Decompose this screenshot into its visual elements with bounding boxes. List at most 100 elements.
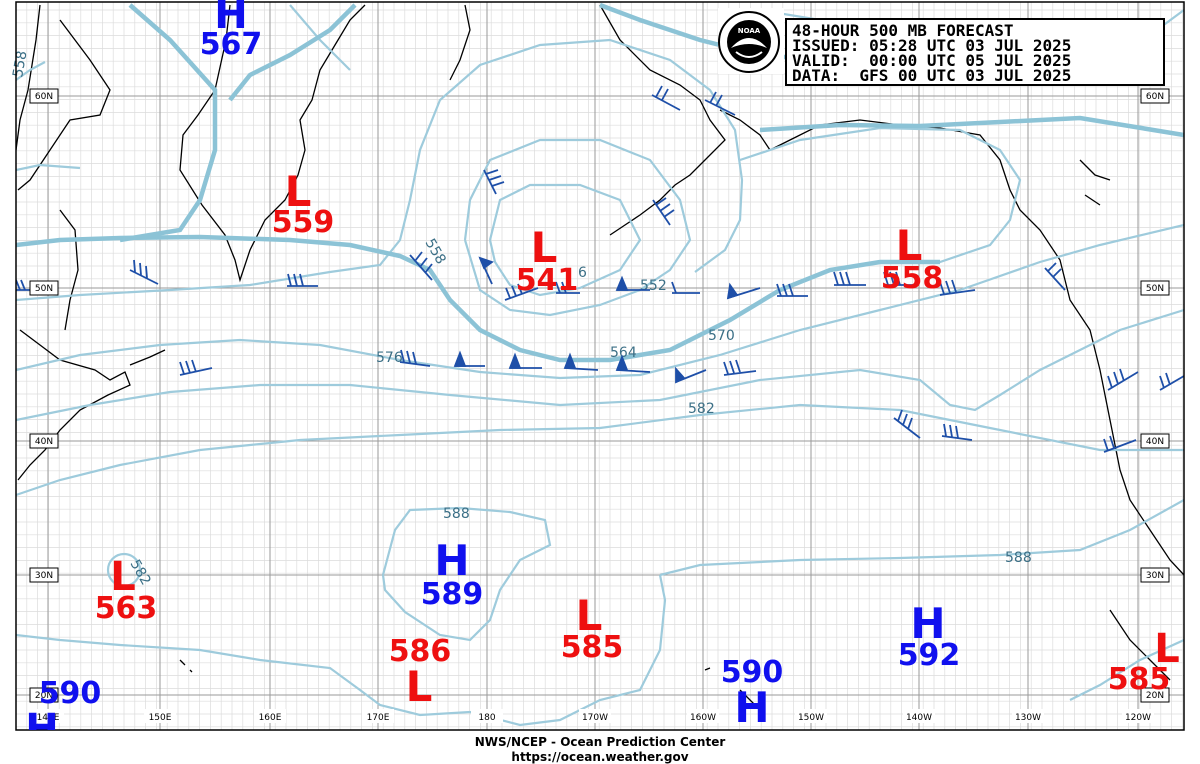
longitude-label: 140E bbox=[32, 709, 64, 723]
footer-url[interactable]: https://ocean.weather.gov bbox=[511, 750, 689, 764]
svg-text:50N: 50N bbox=[1146, 284, 1164, 294]
svg-text:40N: 40N bbox=[1146, 437, 1164, 447]
coast-alaska bbox=[599, 4, 726, 236]
center-value: 558 bbox=[881, 261, 944, 296]
svg-text:40N: 40N bbox=[35, 437, 53, 447]
latitude-label-right: 40N bbox=[1140, 433, 1170, 449]
center-value: 585 bbox=[1108, 662, 1171, 697]
wind-barb bbox=[941, 423, 973, 441]
wind-barb bbox=[615, 354, 651, 373]
contour-570 bbox=[16, 223, 1184, 380]
wind-barb bbox=[704, 91, 736, 116]
svg-text:180: 180 bbox=[478, 713, 495, 723]
longitude-label: 150W bbox=[795, 709, 827, 723]
center-letter: L bbox=[576, 591, 603, 640]
wind-barb bbox=[129, 259, 159, 285]
latitude-label-left: 50N bbox=[29, 280, 59, 296]
heavy-contour-e bbox=[228, 3, 357, 102]
longitude-label: 160W bbox=[687, 709, 719, 723]
low-center: L 585 bbox=[1108, 626, 1180, 697]
height-contours bbox=[16, 4, 1184, 727]
center-letter: H bbox=[214, 0, 247, 38]
high-center: 590 H bbox=[721, 655, 784, 732]
forecast-title: 48-HOUR 500 MB FORECAST bbox=[792, 21, 1014, 40]
wind-barb bbox=[1044, 262, 1066, 291]
longitude-label: 160E bbox=[254, 709, 286, 723]
contour-588-hill bbox=[381, 506, 552, 642]
svg-text:60N: 60N bbox=[35, 92, 53, 102]
low-center: L 541 bbox=[516, 223, 579, 298]
wind-barb bbox=[504, 283, 539, 301]
minor-grid bbox=[16, 2, 1184, 730]
header-panel bbox=[785, 18, 1165, 86]
low-center: L 563 bbox=[95, 554, 158, 626]
center-letter: L bbox=[110, 554, 136, 600]
logo-text: NOAA bbox=[738, 27, 761, 35]
center-letter: H bbox=[910, 599, 945, 648]
contour-label: 588 bbox=[1005, 550, 1032, 566]
wind-barb bbox=[399, 349, 431, 367]
center-letter: L bbox=[285, 167, 312, 216]
wind-barbs bbox=[16, 85, 1184, 453]
wind-barb bbox=[939, 279, 976, 296]
coast-bc-islands bbox=[1079, 159, 1111, 206]
svg-text:60N: 60N bbox=[1146, 92, 1164, 102]
center-value: 567 bbox=[200, 27, 263, 62]
header-box: NOAA 48-HOUR 500 MB FORECAST ISSUED: 05:… bbox=[718, 8, 1165, 86]
latitude-label-left: 40N bbox=[29, 433, 59, 449]
low-center: L 585 bbox=[561, 591, 624, 665]
wind-barb bbox=[555, 281, 580, 294]
latitude-label-right: 30N bbox=[1140, 567, 1170, 583]
center-value: 592 bbox=[898, 638, 961, 673]
longitude-label: 130W bbox=[1012, 709, 1044, 723]
wind-barb bbox=[883, 271, 918, 286]
coast-kuriles bbox=[129, 349, 166, 366]
wind-barb bbox=[1103, 435, 1137, 453]
low-center: 586 L bbox=[389, 634, 452, 711]
coast-baja bbox=[1109, 609, 1171, 681]
map-frame bbox=[15, 1, 1185, 731]
footer-agency: NWS/NCEP - Ocean Prediction Center bbox=[474, 735, 726, 749]
center-value: 585 bbox=[561, 630, 624, 665]
issued-line: ISSUED: 05:28 UTC 03 JUL 2025 bbox=[792, 36, 1071, 55]
high-center: H 589 bbox=[421, 536, 484, 612]
svg-text:20N: 20N bbox=[1146, 691, 1164, 701]
high-center: H 592 bbox=[898, 599, 961, 673]
contour-label: 570 bbox=[708, 328, 735, 344]
center-value: 559 bbox=[272, 205, 335, 240]
heavy-contour-a bbox=[16, 234, 940, 363]
contour-588-north bbox=[659, 499, 1184, 577]
contour-label: 6 bbox=[578, 265, 587, 281]
center-letter: L bbox=[406, 662, 433, 711]
wind-barb bbox=[652, 197, 675, 226]
wind-barb bbox=[671, 281, 700, 294]
svg-text:120W: 120W bbox=[1125, 713, 1151, 723]
contour-582-small bbox=[106, 552, 142, 588]
longitude-label: 140W bbox=[903, 709, 935, 723]
latitude-label-left: 30N bbox=[29, 567, 59, 583]
center-letter: H bbox=[25, 706, 58, 752]
svg-text:150E: 150E bbox=[149, 713, 172, 723]
contour-564-top bbox=[289, 4, 351, 71]
coast-alaska-north bbox=[449, 4, 471, 81]
wind-barb bbox=[287, 273, 318, 287]
center-letter: H bbox=[434, 536, 469, 585]
latitude-label-left: 60N bbox=[29, 88, 59, 104]
svg-text:30N: 30N bbox=[1146, 571, 1164, 581]
contour-558-west-top bbox=[16, 163, 81, 172]
contour-labels: 558 558 6 552 564 570 576 582 588 582 58… bbox=[10, 50, 1032, 589]
data-line: DATA: GFS 00 UTC 03 JUL 2025 bbox=[792, 66, 1071, 85]
latitude-label-left: 20N bbox=[29, 687, 59, 703]
wind-barb bbox=[726, 282, 761, 300]
contour-588-east bbox=[1069, 638, 1184, 701]
low-center: L 559 bbox=[272, 167, 335, 240]
contour-label: 576 bbox=[376, 350, 403, 366]
svg-text:150W: 150W bbox=[798, 713, 824, 723]
latitude-label-right: 60N bbox=[1140, 88, 1170, 104]
svg-text:20N: 20N bbox=[35, 691, 53, 701]
wind-barb bbox=[483, 169, 505, 195]
latitude-label-right: 20N bbox=[1140, 687, 1170, 703]
contour-564-ring bbox=[16, 38, 744, 302]
high-center: 590 H bbox=[25, 676, 101, 752]
